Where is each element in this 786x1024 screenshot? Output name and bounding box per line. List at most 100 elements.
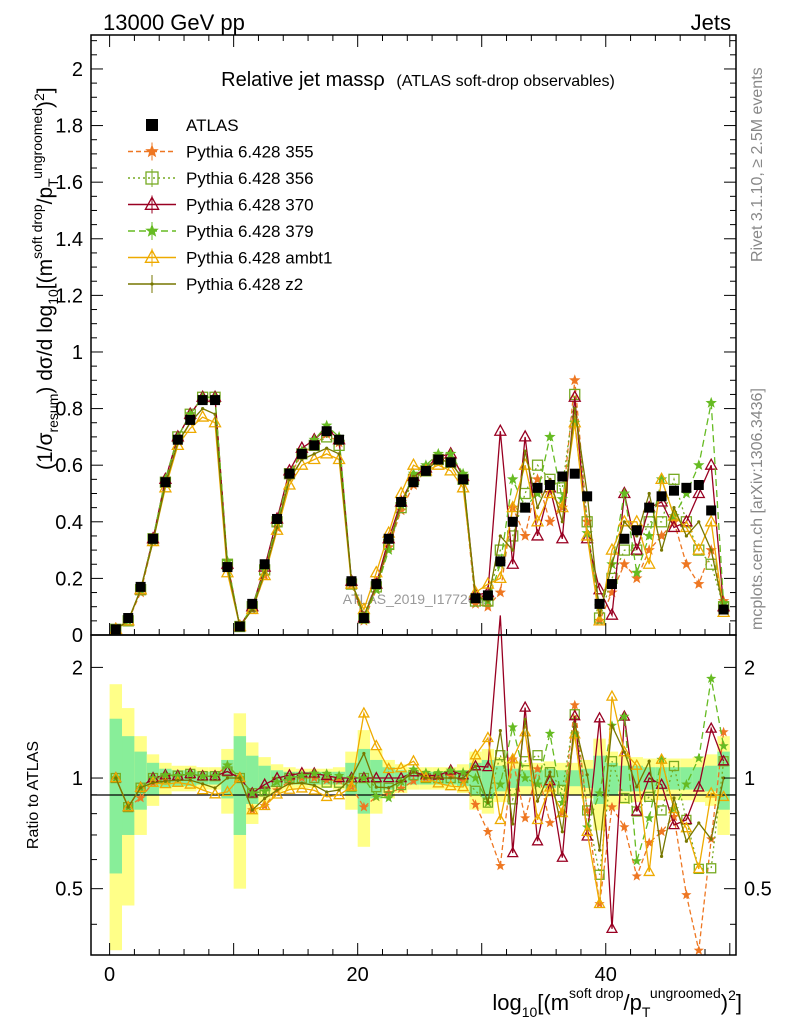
- data-point: [606, 586, 618, 598]
- data-point: [407, 467, 420, 479]
- legend-label: Pythia 6.428 355: [186, 143, 314, 162]
- ratio-point: [349, 776, 354, 780]
- y-tick-label: 2: [72, 59, 83, 81]
- ratio-point: [721, 776, 726, 780]
- ratio-point: [449, 776, 453, 780]
- ratio-point: [705, 786, 718, 798]
- data-point: [208, 415, 222, 428]
- ratio-point: [432, 776, 445, 788]
- data-point: [618, 558, 631, 570]
- ratio-y-tick-label: 2: [72, 657, 83, 679]
- ratio-point: [481, 760, 494, 772]
- data-point: [457, 467, 469, 479]
- legend-entry: Pythia 6.428 356: [128, 169, 314, 188]
- data-point: [321, 426, 332, 437]
- data-point: [717, 597, 730, 609]
- data-point: [506, 500, 520, 513]
- ratio-point: [693, 945, 704, 955]
- data-point: [493, 571, 507, 584]
- ratio-point: [593, 711, 606, 723]
- ratio-point: [387, 786, 391, 790]
- data-point: [346, 576, 357, 587]
- legend-label: Pythia 6.428 370: [186, 196, 314, 215]
- ratio-point: [407, 754, 420, 766]
- xlabel-part: log: [492, 990, 521, 1015]
- header-left-label: 13000 GeV pp: [103, 10, 245, 35]
- ratio-point: [684, 839, 688, 843]
- ratio-point: [494, 813, 507, 825]
- ratio-point: [531, 834, 544, 846]
- data-point: [498, 534, 502, 538]
- xlabel-sub: 10: [522, 1004, 538, 1020]
- data-point: [444, 463, 458, 476]
- ratio-point: [495, 860, 506, 871]
- ratio-point: [160, 769, 171, 780]
- ratio-point: [284, 775, 295, 786]
- data-point: [371, 579, 382, 590]
- data-point: [605, 542, 619, 555]
- data-point: [383, 533, 394, 544]
- ratio-y-tick-label-right: 2: [744, 657, 755, 679]
- ratio-point: [557, 797, 568, 807]
- ratio-point: [532, 763, 543, 774]
- data-point: [569, 374, 581, 386]
- xlabel-sub: T: [642, 1004, 651, 1020]
- data-point: [655, 516, 668, 528]
- ratio-point: [593, 897, 606, 909]
- data-point: [458, 474, 469, 485]
- ratio-point: [560, 830, 564, 834]
- series-line-z2: [115, 407, 725, 630]
- rivet-version-label: Rivet 3.1.10, ≥ 2.5M events: [749, 67, 766, 262]
- ratio-point: [209, 770, 221, 781]
- ratio-point: [424, 776, 428, 780]
- data-point: [569, 468, 580, 479]
- ratio-panel: 0.5 0.51 12 20 20 40 Ratio to ATLAS log10[(ms…: [25, 615, 772, 1020]
- ratio-point: [309, 767, 320, 778]
- data-point: [568, 415, 582, 428]
- ratio-point: [126, 805, 130, 809]
- data-point: [482, 590, 493, 601]
- ylabel-sub: resum: [45, 394, 61, 433]
- ratio-point: [597, 848, 602, 852]
- ratio-point: [225, 776, 230, 780]
- ratio-point: [374, 785, 378, 789]
- ratio-point: [188, 778, 192, 782]
- chart-title-main: Relative jet massρ: [221, 69, 385, 91]
- data-point: [259, 559, 270, 570]
- legend-entry: Pythia 6.428 ambt1: [128, 248, 332, 268]
- data-point: [532, 482, 543, 493]
- ratio-point: [706, 863, 717, 874]
- data-point: [332, 452, 346, 465]
- ratio-point: [520, 812, 531, 823]
- legend-label: ATLAS: [186, 116, 239, 135]
- ratio-point: [681, 889, 692, 900]
- ratio-uncertainty-bands: [109, 684, 730, 951]
- ratio-point: [184, 777, 197, 789]
- ratio-point: [163, 779, 168, 783]
- data-point: [592, 613, 607, 626]
- data-point: [656, 491, 667, 502]
- xlabel-part: /p: [624, 990, 642, 1015]
- ratio-point: [656, 754, 667, 764]
- ratio-point: [647, 759, 651, 763]
- legend-marker: [145, 144, 159, 158]
- ylabel-sub: 10: [45, 289, 61, 305]
- ratio-point: [325, 790, 329, 794]
- inner-band-bin: [568, 770, 581, 787]
- data-point: [511, 548, 515, 552]
- ratio-point: [208, 787, 222, 799]
- ratio-point: [445, 770, 456, 780]
- ratio-point: [122, 800, 135, 812]
- ratio-point: [519, 725, 532, 737]
- ratio-point: [667, 818, 681, 830]
- legend-label: Pythia 6.428 ambt1: [186, 249, 332, 268]
- data-point: [569, 416, 581, 428]
- ratio-point: [457, 780, 470, 792]
- chart-title-note: (ATLAS soft-drop observables): [396, 73, 614, 90]
- ratio-point: [458, 766, 469, 777]
- ratio-point: [151, 781, 155, 785]
- legend-marker: [145, 223, 159, 237]
- ratio-point: [197, 770, 208, 781]
- data-point: [334, 434, 345, 445]
